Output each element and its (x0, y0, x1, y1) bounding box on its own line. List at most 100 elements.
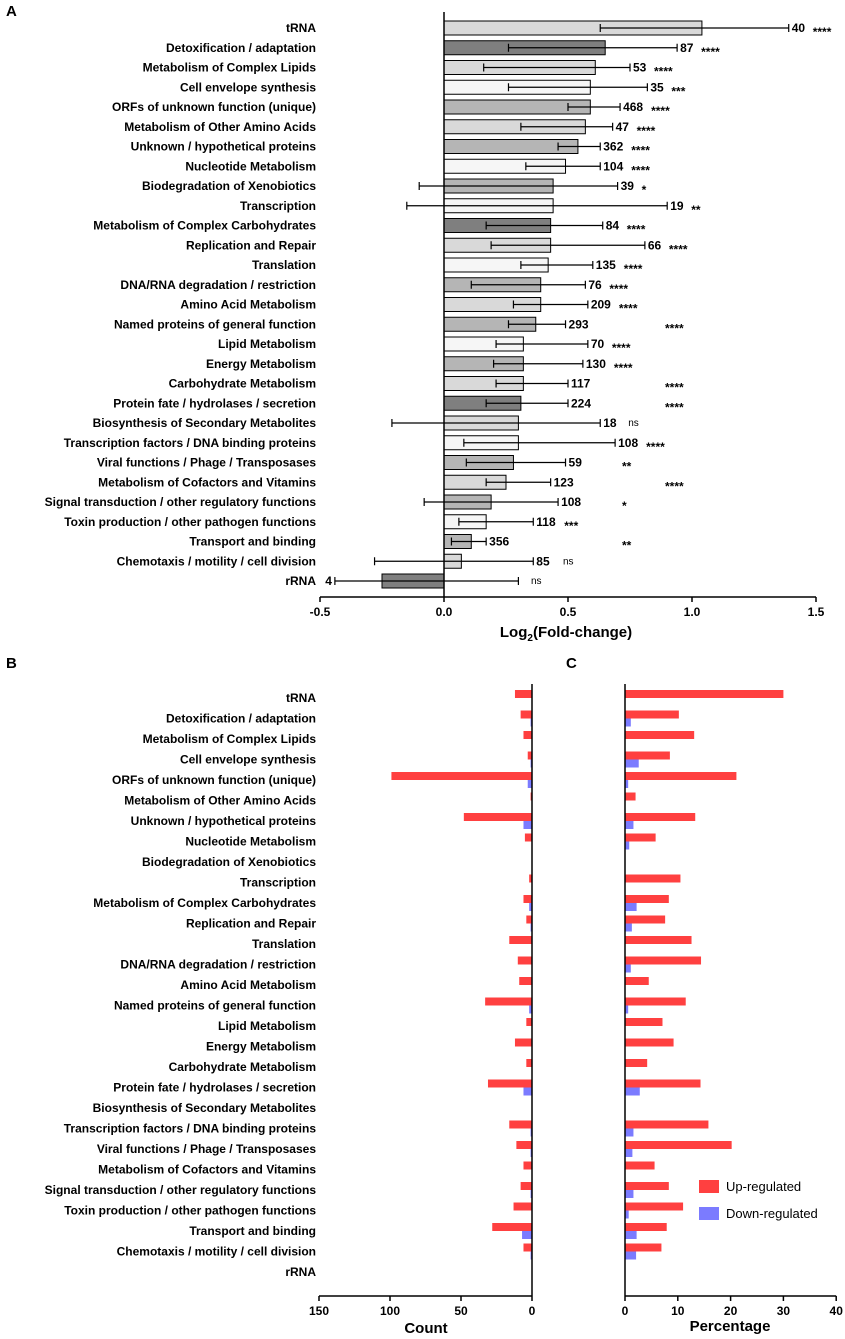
up-percentage-bar (625, 1141, 732, 1149)
x-tick-label-b: 100 (380, 1304, 400, 1318)
up-count-bar (527, 751, 532, 760)
category-label-b: Detoxification / adaptation (166, 712, 316, 726)
category-label-a: rRNA (285, 574, 316, 588)
gene-count-label: 209 (591, 298, 611, 312)
down-percentage-bar (625, 759, 639, 768)
category-label-b: Chemotaxis / motility / cell division (117, 1245, 316, 1259)
up-percentage-bar (625, 936, 692, 944)
down-percentage-bar (625, 1251, 637, 1260)
up-count-bar (523, 895, 532, 903)
down-percentage-bar (625, 1005, 629, 1014)
down-percentage-bar (625, 923, 632, 932)
category-label-b: Carbohydrate Metabolism (169, 1060, 316, 1074)
category-label-b: Unknown / hypothetical proteins (131, 814, 317, 828)
category-label-a: Biosynthesis of Secondary Metabolites (93, 416, 317, 430)
category-label-b: Biodegradation of Xenobiotics (142, 855, 316, 869)
category-label-b: Signal transduction / other regulatory f… (45, 1183, 317, 1197)
significance-label: *** (564, 519, 578, 533)
x-tick-label-c: 20 (724, 1304, 738, 1318)
category-label-b: Toxin production / other pathogen functi… (64, 1204, 316, 1218)
gene-count-label: 18 (603, 416, 617, 430)
up-percentage-bar (625, 1079, 701, 1088)
significance-label: **** (701, 45, 720, 59)
up-percentage-bar (625, 751, 670, 760)
category-label-b: ORFs of unknown function (unique) (112, 773, 316, 787)
significance-label: ** (622, 539, 632, 553)
x-tick-label-a: 0.0 (436, 605, 453, 619)
category-label-a: Translation (252, 258, 316, 272)
significance-label: **** (669, 242, 688, 256)
category-label-b: Viral functions / Phage / Transposases (97, 1142, 317, 1156)
category-label-b: Protein fate / hydrolases / secretion (113, 1081, 316, 1095)
gene-count-label: 87 (680, 41, 694, 55)
x-tick-label-c: 30 (777, 1304, 791, 1318)
category-label-a: Biodegradation of Xenobiotics (142, 179, 316, 193)
category-label-b: Metabolism of Other Amino Acids (124, 794, 316, 808)
category-label-b: Metabolism of Complex Lipids (143, 732, 317, 746)
panel-a-label: A (6, 3, 17, 20)
category-label-a: Transcription factors / DNA binding prot… (64, 436, 317, 450)
down-count-bar (523, 821, 532, 829)
significance-label: ns (563, 556, 574, 567)
x-tick-label-c: 0 (622, 1304, 629, 1318)
significance-label: **** (654, 65, 673, 79)
significance-label: **** (614, 361, 633, 375)
up-percentage-bar (625, 772, 737, 780)
up-percentage-bar (625, 1038, 674, 1047)
up-percentage-bar (625, 690, 784, 698)
up-percentage-bar (625, 710, 679, 719)
gene-count-label: 117 (571, 377, 591, 391)
category-label-b: Amino Acid Metabolism (180, 978, 316, 992)
down-percentage-bar (625, 841, 630, 850)
gene-count-label: 108 (561, 495, 581, 509)
significance-label: **** (813, 25, 832, 39)
category-label-a: Cell envelope synthesis (180, 80, 316, 94)
up-percentage-bar (625, 1059, 648, 1067)
category-label-b: tRNA (286, 691, 316, 705)
significance-label: **** (665, 479, 684, 493)
gene-count-label: 70 (591, 337, 605, 351)
category-label-a: Amino Acid Metabolism (180, 298, 316, 312)
up-count-bar (526, 915, 532, 924)
gene-count-label: 53 (633, 61, 647, 75)
x-tick-label-a: -0.5 (310, 605, 331, 619)
category-label-b: Metabolism of Cofactors and Vitamins (98, 1163, 316, 1177)
up-percentage-bar (625, 997, 686, 1006)
category-label-b: Transcription (240, 876, 316, 890)
up-percentage-bar (625, 1161, 655, 1170)
gene-count-label: 293 (569, 317, 589, 331)
significance-label: **** (609, 282, 628, 296)
category-label-b: Replication and Repair (186, 917, 316, 931)
up-count-bar (487, 1079, 532, 1088)
gene-count-label: 40 (792, 21, 806, 35)
panel-a-chart: tRNA 40 ****Detoxification / adaptation 87 *… (45, 12, 832, 619)
category-label-a: Transport and binding (189, 535, 316, 549)
down-percentage-bar (625, 1149, 633, 1157)
gene-count-label: 130 (586, 357, 606, 371)
gene-count-label: 84 (606, 219, 620, 233)
category-label-a: Detoxification / adaptation (166, 41, 316, 55)
up-percentage-bar (625, 833, 656, 842)
significance-label: **** (627, 223, 646, 237)
up-count-bar (520, 1182, 532, 1190)
category-label-a: Transcription (240, 199, 316, 213)
up-percentage-bar (625, 1182, 669, 1190)
category-label-a: Metabolism of Complex Carbohydrates (93, 219, 316, 233)
gene-count-label: 4 (325, 574, 332, 588)
up-count-bar (509, 1120, 532, 1129)
category-label-a: Viral functions / Phage / Transposases (97, 456, 317, 470)
up-count-bar (523, 731, 532, 739)
gene-count-label: 362 (603, 140, 623, 154)
legend-up-swatch (699, 1180, 719, 1193)
category-label-a: Carbohydrate Metabolism (169, 377, 316, 391)
category-label-b: Biosynthesis of Secondary Metabolites (93, 1101, 317, 1115)
x-tick-label-c: 40 (830, 1304, 844, 1318)
category-label-b: Nucleotide Metabolism (185, 835, 316, 849)
legend-down-swatch (699, 1207, 719, 1220)
category-label-b: Transport and binding (189, 1224, 316, 1238)
down-percentage-bar (625, 903, 637, 911)
category-label-a: Signal transduction / other regulatory f… (45, 495, 317, 509)
gene-count-label: 118 (536, 515, 556, 529)
significance-label: **** (665, 381, 684, 395)
